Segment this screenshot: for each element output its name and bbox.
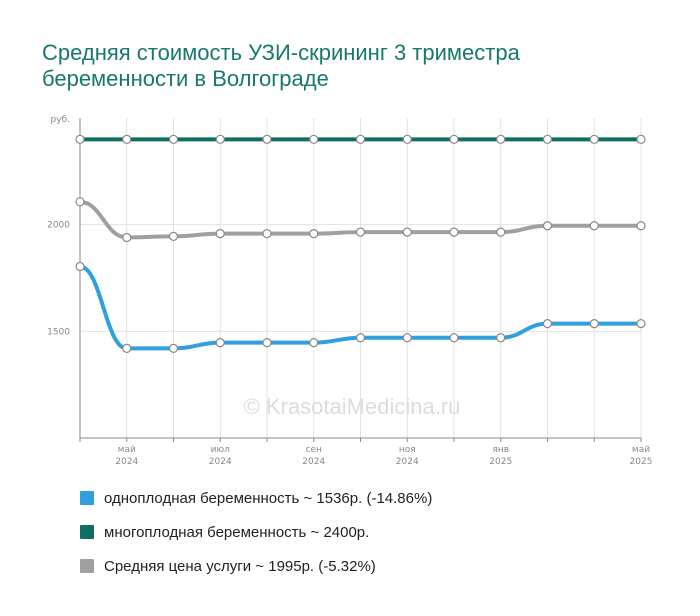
data-point [262, 338, 272, 348]
y-tick-label: 2000 [47, 221, 70, 231]
data-point [75, 197, 85, 207]
data-point [402, 227, 412, 237]
x-tick-label-month: ноя [399, 445, 416, 455]
legend-label-0: многоплодная беременность ~ 2400р. [104, 524, 369, 541]
data-point [449, 227, 459, 237]
data-point [75, 134, 85, 144]
data-point [589, 221, 599, 231]
data-point [262, 229, 272, 239]
data-point [542, 319, 553, 329]
data-point [402, 134, 412, 144]
legend-swatch-1 [80, 559, 94, 573]
x-tick-label-year: 2025 [489, 457, 512, 467]
x-tick-label-year: 2024 [209, 457, 232, 467]
y-tick-label: 1500 [47, 327, 70, 337]
data-point [262, 134, 272, 144]
data-point [496, 134, 506, 144]
x-tick-label-month: июл [211, 445, 230, 455]
x-tick-label-year: 2024 [115, 457, 138, 467]
legend-swatch-0 [80, 525, 94, 539]
data-point [402, 333, 412, 343]
data-point [215, 338, 225, 348]
data-point [542, 221, 553, 231]
data-point [75, 261, 85, 272]
data-point [589, 134, 599, 144]
data-point [355, 333, 366, 343]
data-point [168, 231, 179, 241]
x-tick-label-year: 2024 [302, 457, 325, 467]
x-tick-label-year: 2024 [396, 457, 419, 467]
y-axis-label: руб. [51, 115, 70, 125]
x-tick-label-month: май [118, 445, 136, 455]
data-point [496, 333, 506, 343]
x-tick-label-year: 2025 [630, 457, 653, 467]
data-point [355, 227, 366, 237]
chart-title-line-2: беременности в Волгограде [42, 66, 329, 91]
legend-label-2: одноплодная беременность ~ 1536р. (-14.8… [104, 490, 432, 507]
data-point [589, 319, 599, 329]
legend: одноплодная беременность ~ 1536р. (-14.8… [80, 490, 432, 575]
legend-swatch-2 [80, 491, 94, 505]
data-point [449, 333, 459, 343]
data-point [636, 319, 646, 329]
data-point [122, 134, 132, 144]
data-point [168, 343, 179, 353]
data-point [309, 338, 319, 348]
plot-area: 1500 2000 руб. май 2024 июл 2024 сен 2024 ноя 2024… [47, 115, 652, 467]
data-point [168, 134, 179, 144]
x-tick-label-month: сен [306, 445, 322, 455]
chart-title-line-1: Средняя стоимость УЗИ-скрининг 3 тримест… [42, 40, 521, 65]
data-point [636, 221, 646, 231]
data-point [122, 232, 132, 243]
data-point [636, 134, 646, 144]
data-point [542, 134, 553, 144]
legend-label-1: Средняя цена услуги ~ 1995р. (-5.32%) [104, 558, 376, 575]
x-tick-label-month: май [632, 445, 650, 455]
data-point [496, 227, 506, 237]
x-tick-label-month: янв [492, 445, 509, 455]
data-point [355, 134, 366, 144]
data-point [215, 134, 225, 144]
data-point [449, 134, 459, 144]
data-point [215, 229, 225, 239]
data-point [309, 229, 319, 239]
data-point [309, 134, 319, 144]
watermark: © KrasotaiMedicina.ru [244, 394, 461, 419]
data-point [122, 343, 132, 353]
